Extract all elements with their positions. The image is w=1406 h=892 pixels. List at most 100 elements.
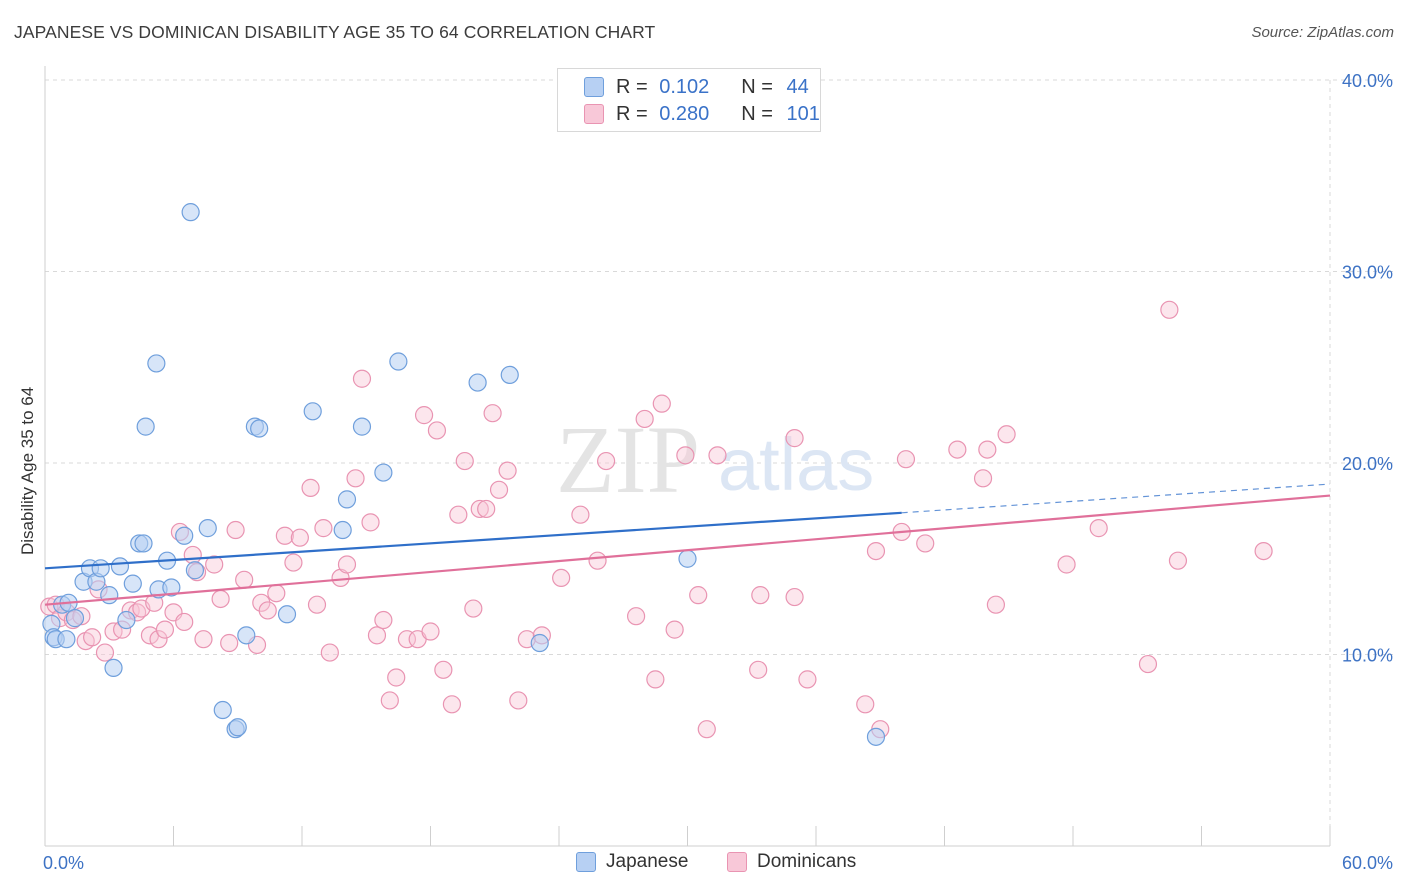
japanese-legend-label: Japanese (606, 851, 689, 872)
dominican-point (434, 660, 453, 679)
dominican-point (301, 478, 320, 497)
grid-lines (45, 79, 1393, 846)
japanese-n-value: 44 (786, 75, 809, 98)
dominican-point (205, 555, 224, 574)
dominican-point (483, 404, 502, 423)
japanese-point (303, 402, 322, 421)
dominican-point (220, 633, 239, 653)
dominican-point (498, 461, 517, 480)
japanese-point (147, 354, 166, 373)
japanese-point (374, 463, 393, 482)
dominican-point (986, 595, 1006, 614)
japanese-point (866, 727, 886, 746)
y-tick-label-40: 40.0% (1342, 71, 1393, 91)
dominican-n-value: 101 (786, 102, 820, 125)
dominican-point (83, 628, 102, 647)
japanese-point (104, 658, 123, 678)
dominican-r-label: R = (616, 102, 648, 125)
dominican-point (455, 451, 474, 471)
japanese-point (65, 609, 85, 628)
dominican-point (314, 519, 333, 538)
japanese-r-label: R = (616, 75, 648, 98)
dominican-point (1138, 654, 1158, 674)
dominican-point (798, 670, 817, 689)
japanese-point (136, 417, 155, 436)
japanese-point (175, 526, 194, 545)
dominican-point (676, 446, 695, 465)
watermark-zip: ZIP (556, 406, 700, 513)
dominican-point (1254, 541, 1273, 561)
dominican-point (183, 545, 202, 565)
japanese-trend-extension (901, 483, 1331, 514)
dominican-point (646, 670, 665, 689)
dominican-point (749, 660, 768, 679)
dominican-point (421, 622, 440, 641)
source-credit: Source: ZipAtlas.com (1251, 24, 1394, 41)
dominican-point (464, 599, 483, 618)
dominican-point (1168, 551, 1188, 570)
dominican-trend-line (44, 494, 1331, 606)
dominican-point (896, 450, 916, 469)
dominican-point (973, 469, 993, 488)
legend-item-japanese[interactable]: Japanese (576, 851, 688, 873)
trend-lines (44, 483, 1331, 606)
chart-title: JAPANESE VS DOMINICAN DISABILITY AGE 35 … (14, 22, 656, 42)
dominican-point (95, 643, 115, 662)
japanese-point (213, 700, 232, 720)
dominican-point (978, 440, 997, 459)
japanese-point (123, 574, 142, 593)
legend-item-dominicans[interactable]: Dominicans (727, 851, 856, 873)
dominican-point (948, 440, 967, 459)
dominican-point (635, 409, 654, 429)
dominican-point (856, 695, 875, 714)
japanese-point (134, 534, 153, 553)
japanese-point (162, 578, 181, 597)
y-axis-label: Disability Age 35 to 64 (18, 386, 37, 555)
japanese-point (352, 417, 372, 436)
axes (44, 66, 1331, 847)
dominican-point (275, 526, 294, 545)
dominican-point (175, 612, 194, 632)
x-tick-label-start: 0.0% (43, 853, 84, 873)
japanese-point (678, 549, 697, 568)
japanese-point (500, 365, 519, 385)
dominican-point (290, 528, 309, 547)
y-tick-label-30: 30.0% (1342, 263, 1393, 283)
y-tick-label-20: 20.0% (1342, 454, 1393, 474)
dominican-point (320, 643, 339, 662)
dominican-points (40, 300, 1273, 739)
dominican-point (307, 595, 327, 614)
dominican-point (697, 720, 716, 739)
dominican-point (374, 610, 393, 630)
japanese-point (91, 559, 110, 578)
japanese-point (277, 605, 297, 624)
x-tick-label-end: 60.0% (1342, 853, 1393, 873)
japanese-point (468, 373, 487, 392)
dominican-point (397, 630, 417, 649)
dominican-point (267, 584, 286, 603)
japanese-point (185, 561, 205, 580)
japanese-point (198, 519, 217, 538)
dominican-point (284, 553, 303, 572)
y-tick-label-10: 10.0% (1342, 646, 1393, 666)
dominican-point (258, 601, 277, 620)
dominican-point (689, 586, 708, 605)
japanese-point (228, 718, 247, 737)
dominican-point (149, 630, 168, 649)
dominican-point (1160, 300, 1179, 319)
stats-legend: R = 0.102 N = 44 R = 0.280 N = 101 (557, 68, 821, 132)
dominican-legend-swatch (727, 852, 747, 872)
japanese-point (250, 419, 269, 438)
dominican-point (367, 626, 387, 645)
dominican-point (588, 551, 607, 570)
japanese-swatch (584, 77, 604, 97)
tick-labels: 10.0% 20.0% 30.0% 40.0% 0.0% 60.0% (43, 71, 1393, 873)
dominican-point (346, 469, 365, 488)
japanese-n-label: N = (741, 75, 773, 98)
dominican-point (387, 668, 406, 687)
dominican-point (751, 586, 770, 605)
japanese-point (181, 203, 200, 222)
dominican-point (597, 451, 616, 471)
watermark-atlas: atlas (718, 423, 874, 506)
legend-row-dominicans: R = 0.280 N = 101 (584, 101, 820, 127)
